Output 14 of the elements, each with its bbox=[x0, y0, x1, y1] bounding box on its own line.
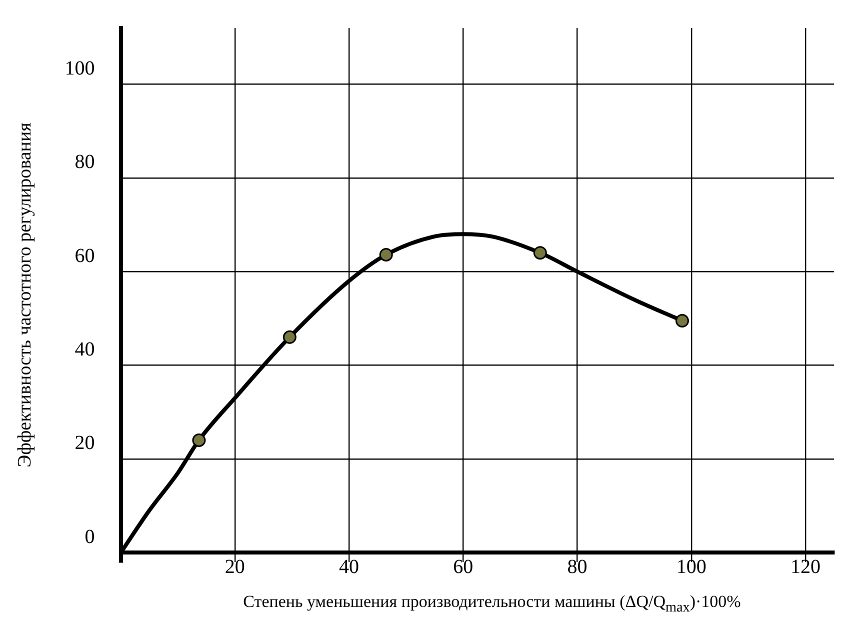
x-tick-label: 100 bbox=[676, 556, 706, 578]
y-axis-title: Эффективность частотного регулирования bbox=[14, 122, 36, 468]
y-tick-label: 20 bbox=[74, 432, 95, 454]
y-tick-label: 0 bbox=[84, 526, 95, 548]
x-tick-label: 20 bbox=[224, 556, 245, 578]
y-tick-label: 100 bbox=[64, 57, 95, 80]
x-axis-title: Степень уменьшения производительности машины (ΔQ/Q$_{max}$)·100% bbox=[242, 592, 742, 616]
x-tick-label: 120 bbox=[790, 556, 820, 578]
y-tick-label: 80 bbox=[74, 151, 95, 174]
y-tick-label: 40 bbox=[74, 338, 95, 361]
y-tick-label: 60 bbox=[74, 244, 95, 267]
x-tick-label: 40 bbox=[339, 556, 360, 578]
x-tick-label: 80 bbox=[567, 556, 588, 578]
x-tick-label: 60 bbox=[453, 556, 474, 578]
